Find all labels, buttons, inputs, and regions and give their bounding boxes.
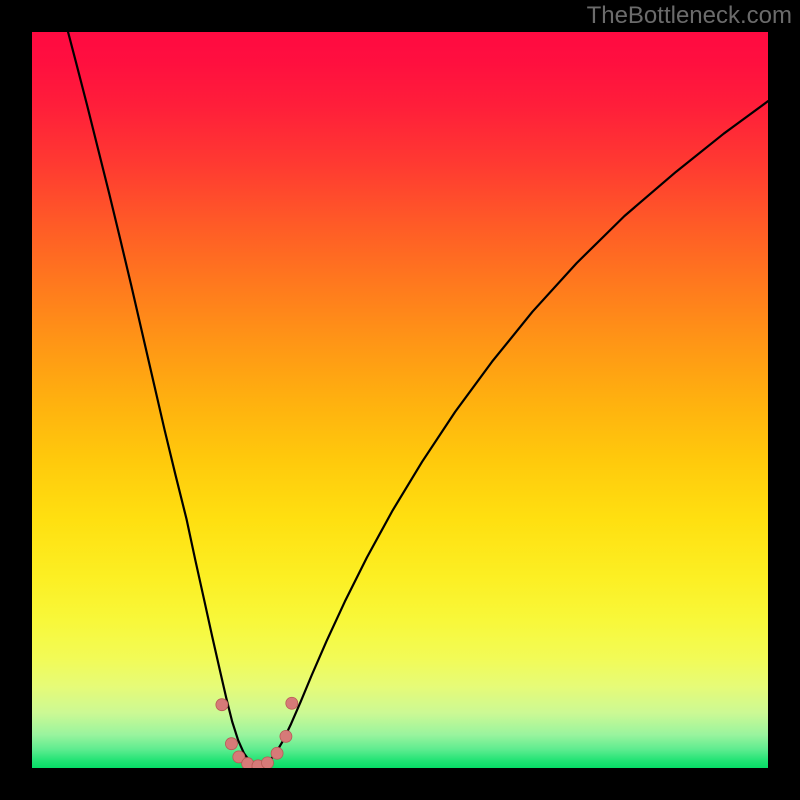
curve-marker [225, 738, 237, 750]
curve-marker [262, 757, 274, 768]
curve-marker [216, 699, 228, 711]
chart-svg [32, 32, 768, 768]
chart-background [32, 32, 768, 768]
curve-marker [271, 747, 283, 759]
watermark-text: TheBottleneck.com [587, 2, 792, 30]
plot-area [32, 32, 768, 768]
curve-marker [280, 730, 292, 742]
curve-marker [286, 697, 298, 709]
